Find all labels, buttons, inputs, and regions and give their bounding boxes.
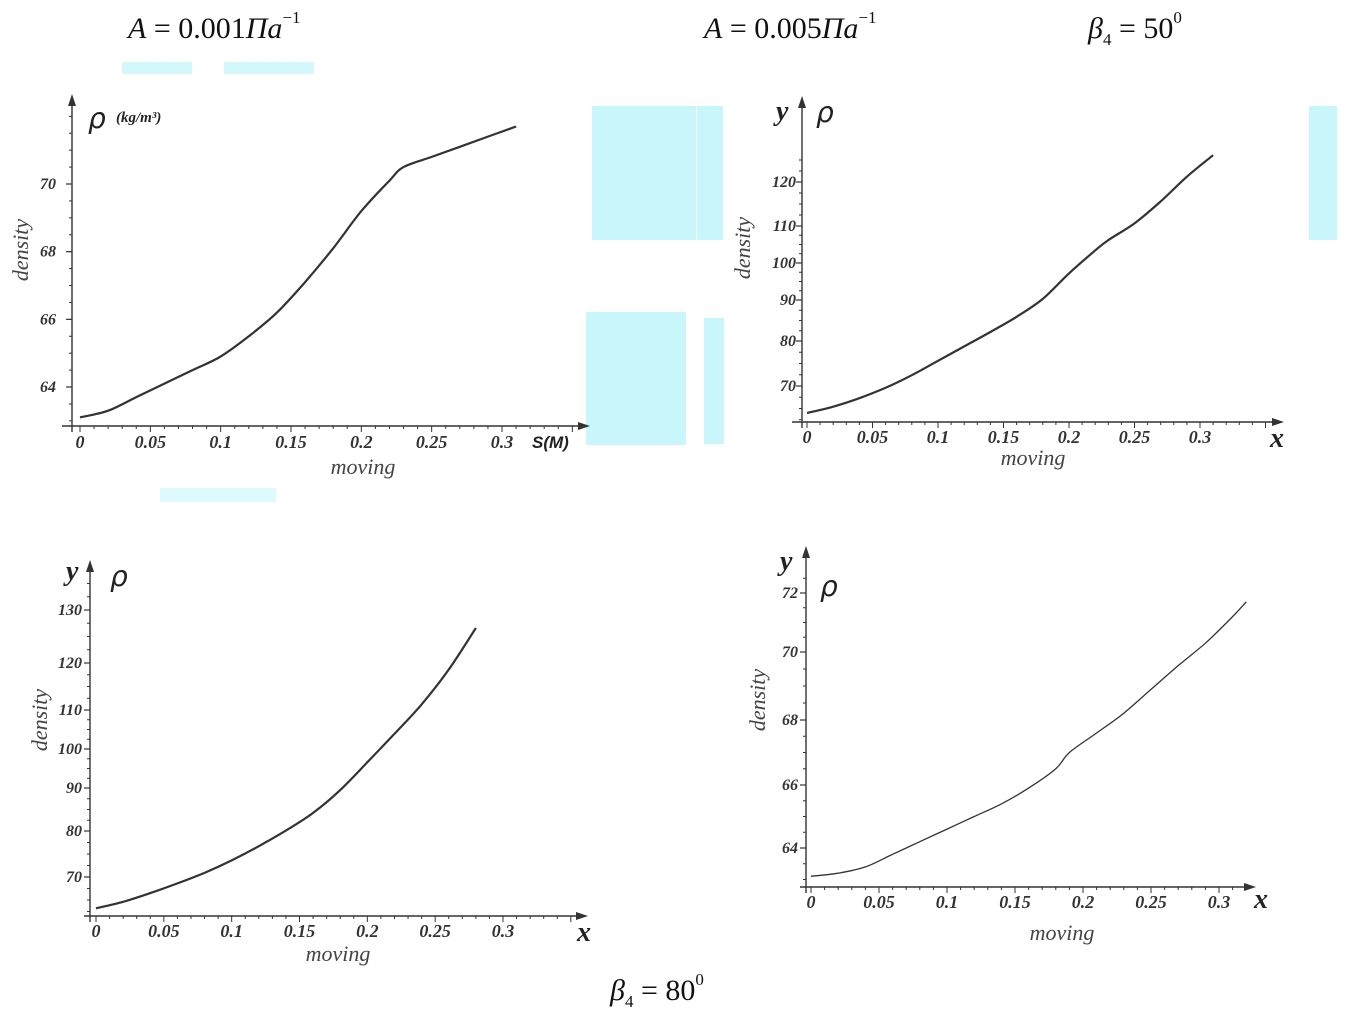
y-unit-label: (kg/m³) [116,110,161,126]
y-axis-arrow [68,94,76,106]
y-axis-label: density [8,219,33,282]
x-tick-label: 0.25 [1119,427,1151,447]
x-tick-label: 0.05 [857,427,889,447]
x-tick-label: 0.25 [419,921,451,941]
x-tick-label: 0 [92,921,101,941]
y-tick-label: 100 [772,255,796,272]
x-tick-label: 0.2 [356,921,379,941]
y-tick-label: 70 [782,644,798,661]
watermark-block [586,312,686,445]
y-tick-label: 120 [772,174,796,191]
x-tick-label: 0.15 [988,427,1020,447]
y-axis-name: y [773,96,789,127]
x-tick-label: 0.1 [209,432,232,452]
x-tick-label: 0.3 [491,432,514,452]
beta-header-bottom: β4 = 800 [610,970,704,1011]
rho-symbol: ρ [816,96,834,129]
x-axis-name: x [1253,884,1268,915]
x-tick-label: 0.05 [863,892,895,912]
y-tick-label: 110 [773,218,796,235]
x-tick-label: 0.15 [999,892,1031,912]
x-tick-label: 0.1 [220,921,243,941]
watermark-block [224,62,314,74]
formula-header-left: A = 0.001Па−1 [128,8,301,45]
x-axis-arrow [1272,418,1284,426]
x-tick-label: 0.1 [936,892,959,912]
x-axis-arrow [578,422,590,430]
y-tick-label: 70 [780,378,796,395]
y-tick-label: 72 [782,585,798,602]
y-axis-name: y [777,546,793,577]
y-tick-label: 120 [58,655,82,672]
x-tick-label: 0 [803,427,812,447]
rho-symbol: ρ [88,102,106,135]
x-tick-label: 0.15 [275,432,307,452]
x-axis-label: moving [1001,445,1066,470]
watermark-block [697,106,723,240]
y-tick-label: 64 [782,840,798,857]
x-tick-label: 0.1 [927,427,950,447]
x-tick-label: 0 [76,432,85,452]
y-axis-label: density [745,669,770,732]
watermark-block [592,106,696,240]
y-axis-arrow [798,96,806,108]
x-axis-label: moving [331,454,396,479]
watermark-block [160,488,276,502]
x-tick-label: 0.25 [416,432,448,452]
series-line [95,627,477,910]
y-axis-name: y [63,556,79,587]
y-tick-label: 68 [782,712,798,729]
x-tick-label: 0 [807,892,816,912]
x-tick-label: 0.15 [284,921,316,941]
beta-header-top: β4 = 500 [1088,8,1182,49]
x-axis-arrow [1244,883,1256,891]
x-tick-label: 0.2 [350,432,373,452]
y-tick-label: 130 [58,602,82,619]
y-tick-label: 68 [40,244,56,261]
x-axis-label: moving [1030,920,1095,945]
y-tick-label: 90 [780,292,796,309]
watermark-block [1309,106,1337,240]
x-tick-label: 0.3 [492,921,515,941]
y-tick-label: 110 [59,702,82,719]
y-tick-label: 80 [66,823,82,840]
y-tick-label: 70 [40,176,56,193]
formula-header-right: A = 0.005Па−1 [704,8,877,45]
series-line [806,154,1214,415]
y-tick-label: 80 [780,333,796,350]
y-axis-arrow [802,546,810,558]
rho-symbol: ρ [820,570,838,603]
rho-symbol: ρ [110,560,128,593]
y-tick-label: 100 [58,741,82,758]
x-axis-name: S(M) [532,433,569,452]
y-tick-label: 66 [782,777,798,794]
series-line [79,125,517,419]
watermark-block [704,318,724,444]
x-axis-name: x [1269,423,1284,454]
x-axis-label: moving [306,941,371,966]
x-axis-name: x [576,917,591,948]
x-tick-label: 0.25 [1135,892,1167,912]
x-tick-label: 0.05 [148,921,180,941]
y-tick-label: 70 [66,869,82,886]
x-tick-label: 0.2 [1072,892,1095,912]
y-tick-label: 64 [40,379,56,396]
x-tick-label: 0.3 [1189,427,1212,447]
x-tick-label: 0.2 [1058,427,1081,447]
x-axis-arrow [576,912,588,920]
series-line [810,601,1247,877]
x-tick-label: 0.05 [135,432,167,452]
y-axis-label: density [27,689,52,752]
y-tick-label: 66 [40,311,56,328]
y-axis-arrow [86,560,94,572]
y-tick-label: 90 [66,780,82,797]
watermark-block [122,62,192,74]
y-axis-label: density [730,217,755,280]
x-tick-label: 0.3 [1208,892,1231,912]
